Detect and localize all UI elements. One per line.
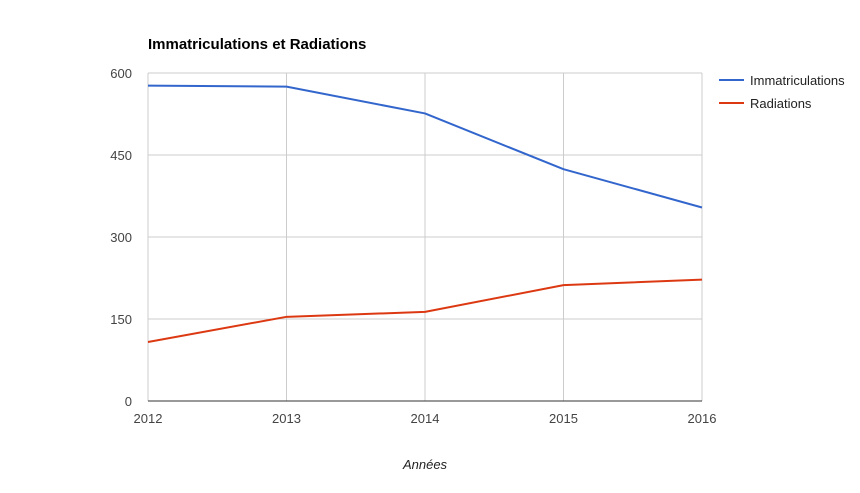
y-axis-ticks: 0 150 300 450 600 (110, 66, 132, 409)
legend-label: Immatriculations (750, 73, 845, 88)
chart-title: Immatriculations et Radiations (148, 36, 366, 53)
y-tick-label: 0 (125, 394, 132, 409)
series-line-radiations (147, 278, 703, 343)
y-tick-label: 150 (110, 312, 132, 327)
legend-item-immatriculations[interactable]: Immatriculations (719, 73, 845, 88)
x-tick-label: 2014 (411, 411, 440, 426)
x-tick-label: 2013 (272, 411, 301, 426)
x-tick-label: 2015 (549, 411, 578, 426)
x-axis-title: Années (402, 457, 448, 472)
x-axis-ticks: 2012 2013 2014 2015 2016 (134, 411, 717, 426)
y-tick-label: 600 (110, 66, 132, 81)
legend-label: Radiations (750, 96, 812, 111)
x-tick-label: 2016 (688, 411, 717, 426)
legend: Immatriculations Radiations (719, 73, 845, 111)
y-tick-label: 450 (110, 148, 132, 163)
series-lines (147, 84, 703, 343)
grid-lines (147, 72, 703, 401)
y-tick-label: 300 (110, 230, 132, 245)
x-tick-label: 2012 (134, 411, 163, 426)
legend-item-radiations[interactable]: Radiations (719, 96, 812, 111)
series-line-immatriculations (147, 84, 703, 209)
